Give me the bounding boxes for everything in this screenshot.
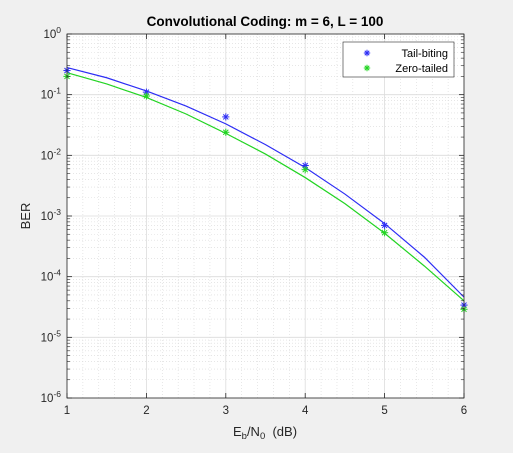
x-tick-label: 2 (143, 405, 149, 417)
x-tick-label: 1 (64, 405, 70, 417)
y-tick-label: 10-2 (41, 146, 62, 162)
series-layer (63, 66, 468, 313)
x-tick-label: 3 (223, 405, 229, 417)
y-tick-label: 10-1 (41, 86, 62, 102)
chart-title: Convolutional Coding: m = 6, L = 100 (147, 14, 384, 29)
y-tick-label: 10-3 (41, 207, 62, 223)
legend[interactable]: Tail-biting Zero-tailed (342, 41, 455, 78)
y-tick-label: 10-6 (41, 389, 62, 405)
y-tick-label: 100 (43, 25, 61, 41)
legend-label: Tail-biting (402, 48, 448, 60)
data-point-marker (142, 92, 150, 100)
ticks (66, 33, 465, 399)
legend-entries: Tail-biting Zero-tailed (363, 48, 448, 75)
legend-marker (363, 64, 371, 72)
legend-label: Zero-tailed (395, 63, 448, 75)
data-point-marker (381, 221, 389, 229)
series-line (66, 72, 465, 302)
x-axis-label: Eb/N0 (dB) (233, 424, 297, 442)
y-tick-label: 10-4 (41, 268, 62, 284)
x-tick-label: 6 (461, 405, 467, 417)
data-point-marker (381, 229, 389, 237)
data-point-marker (222, 128, 230, 136)
y-tick-labels: 100 10-1 10-2 10-3 10-4 10-5 10-6 (41, 25, 62, 405)
data-point-marker (301, 166, 309, 174)
y-tick-label: 10-5 (41, 328, 62, 344)
series-line (66, 66, 465, 298)
x-tick-labels: 1 2 3 4 5 6 (64, 405, 467, 417)
y-axis-label: BER (18, 203, 33, 230)
x-tick-label: 4 (302, 405, 309, 417)
x-tick-label: 5 (381, 405, 387, 417)
data-point-marker (222, 113, 230, 121)
legend-marker (363, 49, 371, 57)
legend-box (342, 41, 455, 78)
